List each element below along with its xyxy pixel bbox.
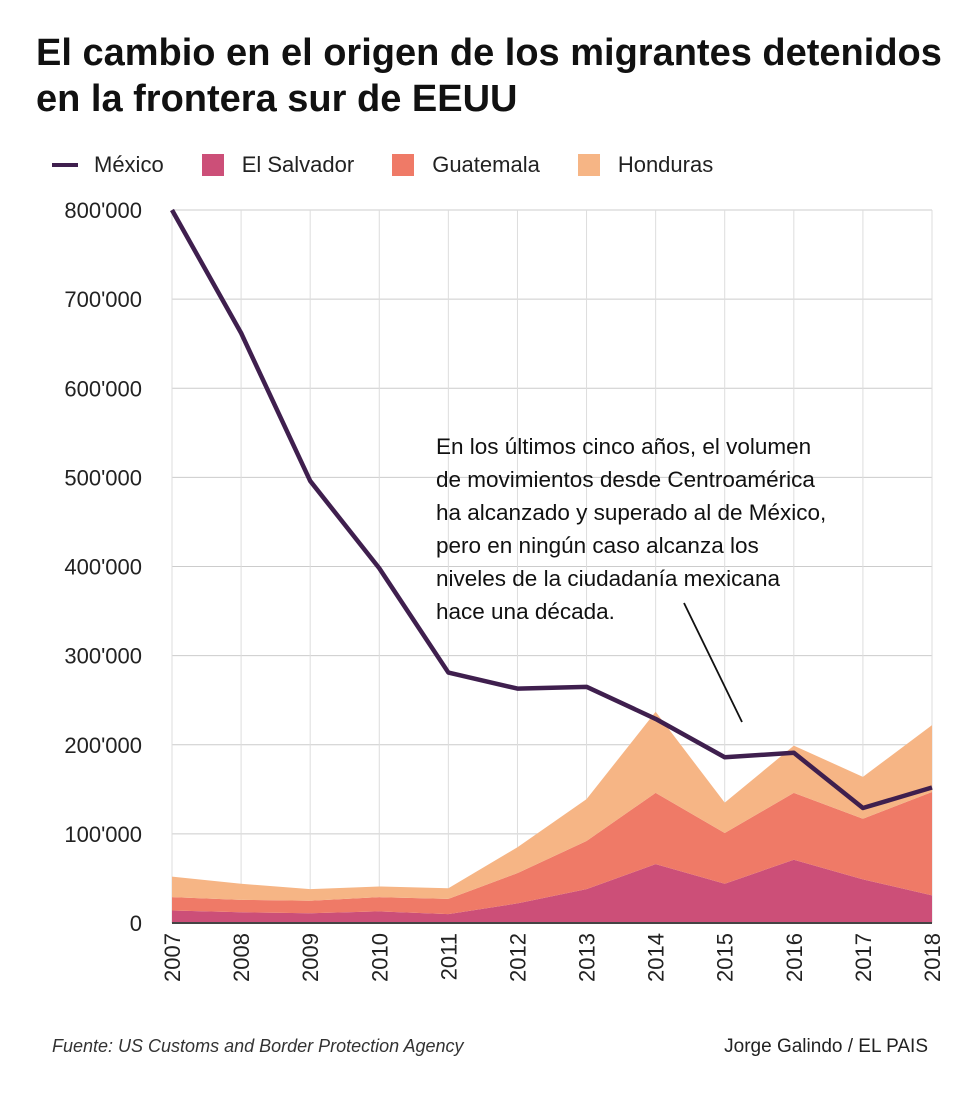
x-tick-label: 2010 xyxy=(367,933,392,982)
annotation-line: hace una década. xyxy=(436,599,615,624)
x-tick-label: 2013 xyxy=(575,933,600,982)
x-tick-label: 2012 xyxy=(505,933,530,982)
y-tick-label: 600'000 xyxy=(64,376,142,401)
y-tick-label: 300'000 xyxy=(64,644,142,669)
x-tick-label: 2007 xyxy=(160,933,185,982)
annotation-line: pero en ningún caso alcanza los xyxy=(436,533,759,558)
x-tick-label: 2011 xyxy=(436,933,461,980)
legend-item-el-salvador: El Salvador xyxy=(201,152,355,178)
legend-item-guatemala: Guatemala xyxy=(392,152,540,178)
legend-label: Honduras xyxy=(617,152,714,177)
annotation-pointer xyxy=(683,602,743,723)
y-tick-label: 400'000 xyxy=(64,555,142,580)
x-tick-label: 2016 xyxy=(782,933,807,982)
legend-label: El Salvador xyxy=(241,152,355,177)
x-tick-label: 2018 xyxy=(920,933,945,982)
legend-swatch xyxy=(577,154,600,176)
chart-title: El cambio en el origen de los migrantes … xyxy=(36,32,942,120)
area-guatemala xyxy=(172,791,932,915)
annotation-line: de movimientos desde Centroamérica xyxy=(436,467,815,492)
legend-line-swatch xyxy=(52,163,78,167)
x-tick-label: 2008 xyxy=(229,933,254,982)
legend-item-honduras: Honduras xyxy=(577,152,714,178)
y-tick-label: 100'000 xyxy=(64,822,142,847)
legend-label: México xyxy=(94,152,164,177)
x-tick-label: 2015 xyxy=(713,933,738,982)
y-tick-label: 0 xyxy=(130,911,142,936)
y-tick-label: 200'000 xyxy=(64,733,142,758)
y-tick-label: 700'000 xyxy=(64,287,142,312)
annotation-line: En los últimos cinco años, el volumen xyxy=(436,434,812,459)
legend-label: Guatemala xyxy=(432,152,540,177)
area-el-salvador xyxy=(172,859,932,923)
legend-swatch xyxy=(392,154,415,176)
y-tick-label: 800'000 xyxy=(64,198,142,223)
line-mexico xyxy=(170,208,933,811)
legend: México El Salvador Guatemala Honduras xyxy=(52,152,751,178)
annotation-line: niveles de la ciudadanía mexicana xyxy=(436,566,780,591)
credit: Jorge Galindo / EL PAIS xyxy=(724,1036,928,1057)
source-note: Fuente: US Customs and Border Protection… xyxy=(52,1036,464,1056)
annotation: En los últimos cinco años, el volumen de… xyxy=(436,430,936,628)
legend-swatch xyxy=(201,154,224,176)
annotation-line: ha alcanzado y superado al de México, xyxy=(436,500,827,525)
legend-item-mexico: México xyxy=(52,152,164,178)
x-tick-label: 2014 xyxy=(644,933,669,982)
y-tick-label: 500'000 xyxy=(64,465,142,490)
x-tick-label: 2009 xyxy=(298,933,323,982)
x-tick-label: 2017 xyxy=(851,933,876,982)
